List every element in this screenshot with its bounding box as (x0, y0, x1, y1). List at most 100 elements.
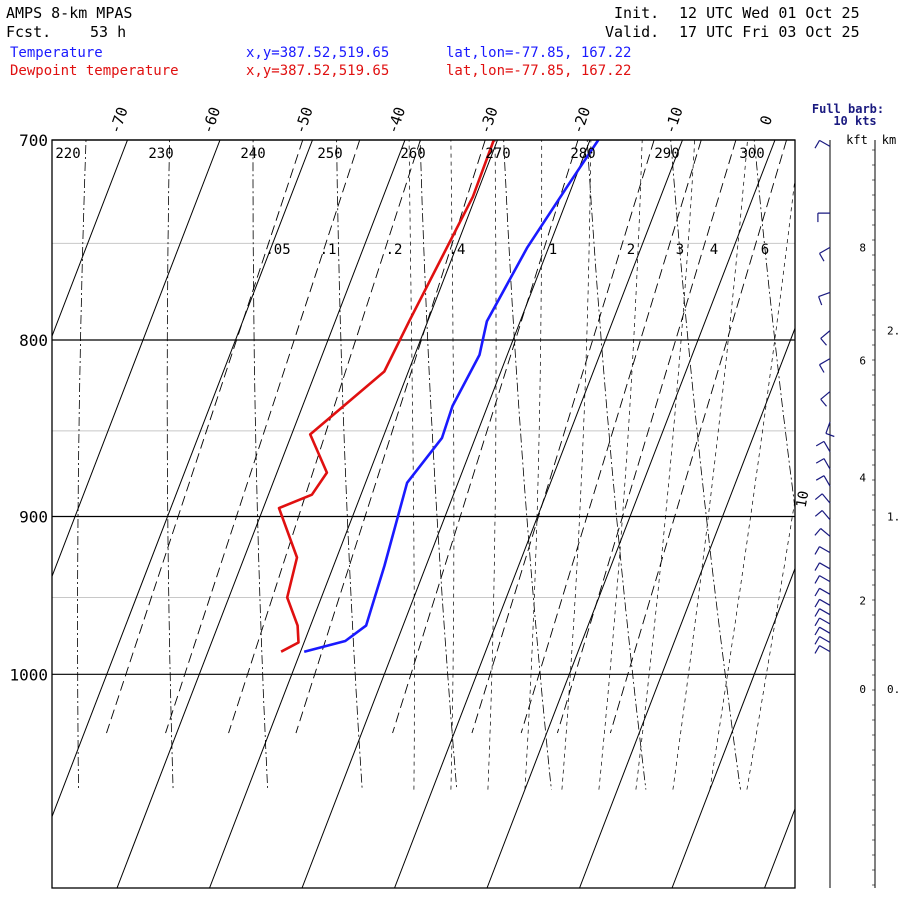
wind-barb (815, 475, 831, 487)
wind-barb (820, 391, 831, 407)
pressure-tick-label: 800 (19, 331, 48, 350)
temperature-tick-label: -40 (383, 105, 409, 136)
wind-barb (814, 617, 831, 627)
isotherm-line (301, 140, 591, 888)
temperature-tick-label: -30 (476, 105, 502, 136)
dry-adiabat-line (252, 140, 269, 790)
init-label: Init. (614, 4, 660, 22)
wind-barb-flag (818, 296, 823, 306)
wind-barb-flag (814, 608, 821, 617)
legend-temperature-name: Temperature (10, 45, 103, 61)
forecast-label: Fcst. (6, 23, 52, 41)
wind-barb-staff (819, 645, 831, 653)
moist-adiabat-line (408, 140, 415, 790)
wind-barb-staff (819, 626, 831, 634)
wind-barb (814, 493, 831, 504)
wind-barb (815, 440, 831, 453)
moist-adiabat-line (709, 175, 795, 790)
theta-label: 300 (739, 146, 764, 162)
isotherm-line (209, 140, 498, 888)
wind-barb-flag (814, 510, 823, 517)
wind-barb-flag (815, 440, 825, 447)
mixing-ratio-label: 4 (710, 242, 718, 258)
moist-adiabat-line (672, 140, 748, 790)
theta-label: 280 (570, 146, 595, 162)
wind-barb-staff (823, 441, 831, 453)
wind-barb-staff (819, 562, 831, 570)
isotherm-line (52, 140, 221, 578)
wind-barb-staff (819, 617, 831, 625)
kft-tick-label: 8 (859, 241, 866, 254)
mixing-ratio-label: 3 (676, 242, 684, 258)
mixing-ratio-label: .4 (449, 242, 466, 258)
kft-tick-label: 2 (859, 595, 866, 608)
isotherm-line (764, 807, 795, 888)
wind-barb (814, 598, 831, 608)
moist-adiabat-line (450, 140, 455, 790)
km-tick-label: 2. (887, 325, 900, 338)
plot-frame (51, 139, 796, 889)
wind-barb-staff (823, 458, 831, 470)
wind-barb-staff (819, 546, 831, 554)
isotherm-line (486, 140, 776, 888)
wind-barb-flag (820, 398, 827, 407)
wind-barb-flag (820, 338, 827, 346)
legend-temperature-xy: x,y=387.52,519.65 (246, 45, 390, 61)
wind-barb-staff (819, 358, 831, 366)
wind-barb (814, 608, 831, 617)
wind-barb-staff (819, 635, 831, 644)
isotherm-line (394, 140, 683, 888)
dewpoint-line (277, 140, 496, 653)
moist-adiabat-line (598, 140, 643, 790)
wind-barb-flag (814, 140, 821, 149)
wind-barb-staff (821, 493, 831, 504)
extra-isotherm-label: 10 (794, 490, 813, 509)
wind-barb (814, 139, 831, 149)
mixing-ratio-line (295, 140, 486, 734)
valid-label: Valid. (605, 23, 660, 41)
wind-barb (814, 645, 831, 654)
wind-legend-line1: Full barb: (812, 102, 884, 116)
wind-barb (814, 546, 831, 555)
mixing-ratio-label: 1 (549, 242, 557, 258)
legend-dewpoint-latlon: lat,lon=-77.85, 167.22 (446, 63, 632, 79)
dry-adiabat-line (166, 140, 174, 790)
temperature-tick-label: -60 (198, 105, 224, 136)
kft-tick-label: 4 (859, 472, 866, 485)
wind-barb (820, 330, 831, 346)
model-title: AMPS 8-km MPAS (6, 4, 133, 22)
pressure-tick-label: 700 (19, 131, 48, 150)
mixing-ratio-line (609, 140, 787, 734)
km-tick-label: 0. (887, 683, 900, 696)
dry-adiabat-line (419, 140, 458, 790)
wind-barb-staff (819, 598, 831, 606)
wind-barb-staff (819, 139, 831, 147)
dry-adiabat-line (77, 140, 87, 790)
kft-tick-label: 0 (859, 683, 866, 696)
wind-barb-staff (821, 510, 831, 521)
mixing-ratio-line (392, 140, 579, 734)
wind-barb (815, 458, 831, 470)
km-tick-label: 1. (887, 510, 900, 523)
wind-barb (818, 246, 831, 262)
wind-barb (818, 291, 831, 306)
wind-barb-staff (818, 291, 831, 298)
legend-temperature-latlon: lat,lon=-77.85, 167.22 (446, 45, 632, 61)
mixing-ratio-line (106, 140, 304, 734)
isotherm-line (52, 140, 128, 338)
isotherm-line (52, 140, 313, 819)
wind-barb (825, 421, 835, 438)
mixing-ratio-label: 2 (627, 242, 635, 258)
wind-barb-staff (819, 587, 831, 595)
theta-label: 250 (317, 146, 342, 162)
pressure-tick-label: 900 (19, 507, 48, 526)
dry-adiabat-line (753, 140, 795, 512)
wind-barb-flag (814, 599, 821, 608)
theta-label: 260 (400, 146, 425, 162)
theta-label: 220 (55, 146, 80, 162)
temperature-line (303, 140, 600, 653)
mixing-ratio-label: 6 (761, 242, 769, 258)
wind-barb-flag (818, 364, 825, 373)
isotherm-line (116, 140, 406, 888)
